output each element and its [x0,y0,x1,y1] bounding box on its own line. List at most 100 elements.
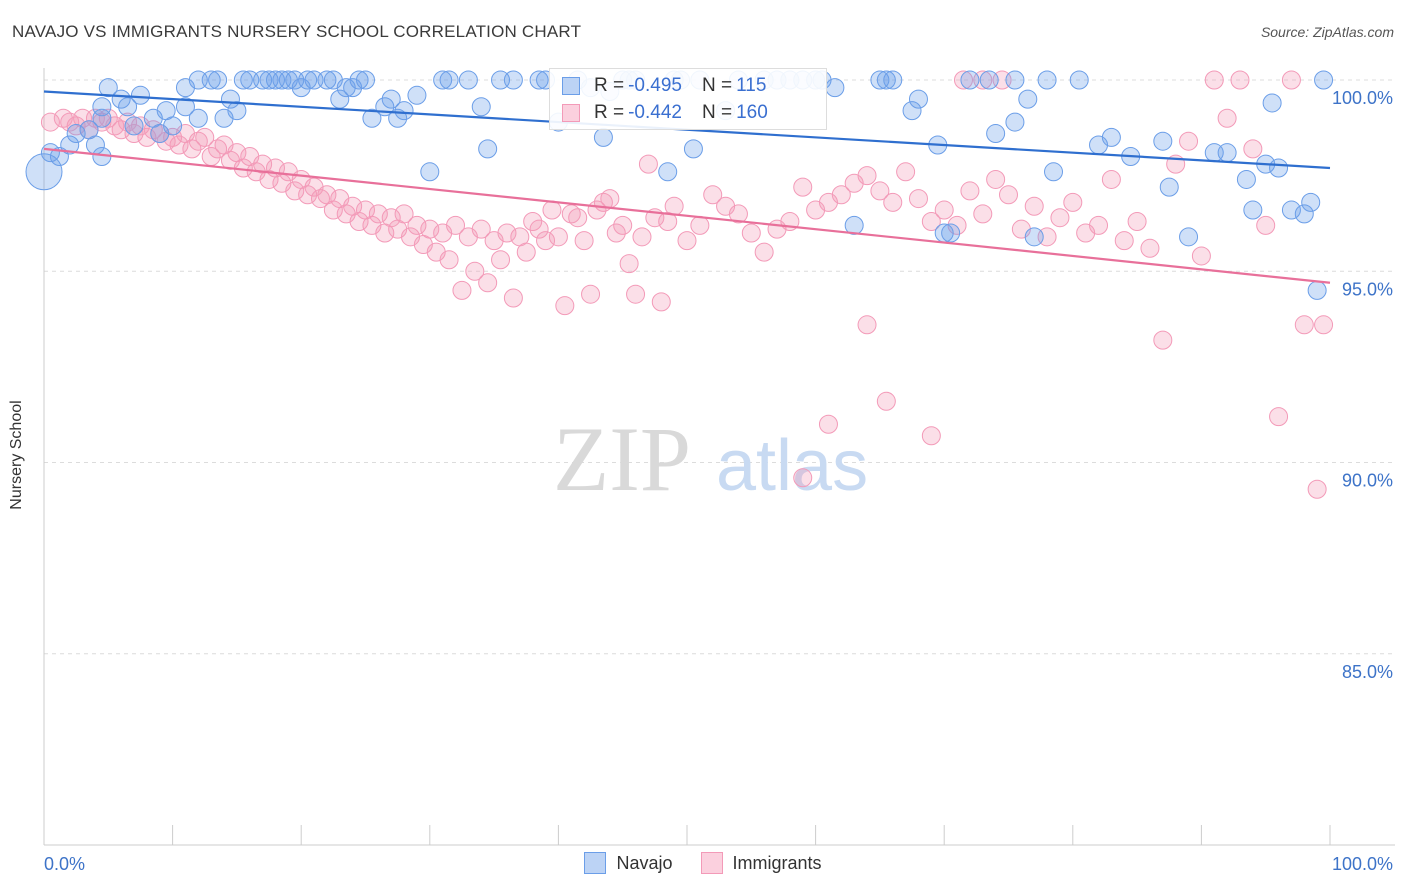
navajo-point [349,70,369,90]
navajo-point [92,108,112,128]
immigrants-point [728,204,748,224]
immigrants-point [1089,215,1109,235]
navajo-point [175,97,195,117]
y-tick-label-2: 90.0% [1342,471,1393,491]
navajo-point [130,85,150,105]
immigrants-point [491,250,511,270]
immigrants-point [394,204,414,224]
navajo-point [941,223,961,243]
navajo-point [233,70,253,90]
navajo-point [844,215,864,235]
navajo-point [478,139,498,159]
navajo-point [1018,89,1038,109]
immigrants-point [523,212,543,232]
navajo-point [471,97,491,117]
immigrants-point [818,414,838,434]
navajo-point [227,101,247,121]
navajo-point [124,116,144,136]
legend-row-navajo: R = -0.495 N = 115 [562,75,766,97]
immigrants-point [1243,139,1263,159]
navajo-point [979,70,999,90]
immigrants-point [40,112,60,132]
immigrants-point [497,223,517,243]
immigrants-r-value: -0.442 [628,102,682,123]
immigrants-point [503,288,523,308]
chart-title: NAVAJO VS IMMIGRANTS NURSERY SCHOOL CORR… [12,22,582,41]
navajo-point [1159,177,1179,197]
navajo-point [1243,200,1263,220]
x-tick-label-0: 0.0% [44,854,85,874]
immigrants-point [542,200,562,220]
immigrants-point [677,231,697,251]
immigrants-point [664,196,684,216]
immigrants-point [1179,131,1199,151]
immigrants-point [407,215,427,235]
immigrants-point [1256,215,1276,235]
immigrants-legend-swatch [700,852,723,874]
immigrants-point [1307,479,1327,499]
navajo-point [902,101,922,121]
immigrants-point [934,200,954,220]
navajo-n-value: 115 [736,75,767,96]
navajo-point [683,139,703,159]
watermark-atlas: atlas [716,426,868,506]
immigrants-n-value: 160 [736,102,768,123]
immigrants-point [703,185,723,205]
navajo-point [908,89,928,109]
immigrants-point [446,215,466,235]
immigrants-point [66,116,86,136]
immigrants-point [98,108,118,128]
navajo-point [1153,131,1173,151]
immigrants-point [285,181,305,201]
immigrants-point [831,185,851,205]
immigrants-point [169,135,189,155]
immigrants-trend-line [43,147,1331,284]
legend-row-immigrants: R = -0.442 N = 160 [562,102,768,124]
immigrants-point [452,280,472,300]
immigrants-point [613,215,633,235]
immigrants-point [1063,192,1083,212]
immigrants-point [323,200,343,220]
immigrants-point [1281,70,1301,90]
immigrants-point [600,189,620,209]
navajo-n-label: N = [701,75,733,96]
immigrants-point [1153,330,1173,350]
immigrants-point [626,284,646,304]
immigrants-points [40,70,1334,499]
tick-labels: 100.0% 95.0% 90.0% 85.0% 0.0% 100.0% [44,88,1393,874]
navajo-point [118,97,138,117]
immigrants-swatch [562,104,580,122]
immigrants-point [857,315,877,335]
navajo-point [876,70,896,90]
navajo-point [394,101,414,121]
immigrants-point [876,391,896,411]
source-label: Source: ZipAtlas.com [1260,24,1394,40]
immigrants-point [439,250,459,270]
immigrants-point [754,242,774,262]
navajo-point [356,70,375,90]
immigrants-point [960,181,980,201]
immigrants-point [632,227,652,247]
correlation-legend: R = -0.495 N = 115 R = -0.442 N = 160 [549,68,827,130]
immigrants-point [1230,70,1250,90]
immigrants-point [163,127,183,147]
immigrants-point [793,177,813,197]
legend-item-immigrants[interactable]: Immigrants [700,852,822,874]
immigrants-point [999,185,1018,205]
navajo-point [1037,70,1057,90]
immigrants-point [420,219,440,239]
legend-item-navajo[interactable]: Navajo [584,852,673,874]
navajo-point [1179,227,1199,247]
navajo-point [1307,280,1327,300]
immigrants-point [921,212,941,232]
immigrants-point [259,169,279,189]
immigrants-point [1050,208,1070,228]
immigrants-point [298,185,318,205]
navajo-point [1069,70,1089,90]
immigrants-point [1269,407,1289,427]
navajo-point [825,78,845,98]
axes [43,68,1395,846]
navajo-point [188,108,208,128]
immigrants-point [1024,196,1044,216]
navajo-point [1217,143,1237,163]
